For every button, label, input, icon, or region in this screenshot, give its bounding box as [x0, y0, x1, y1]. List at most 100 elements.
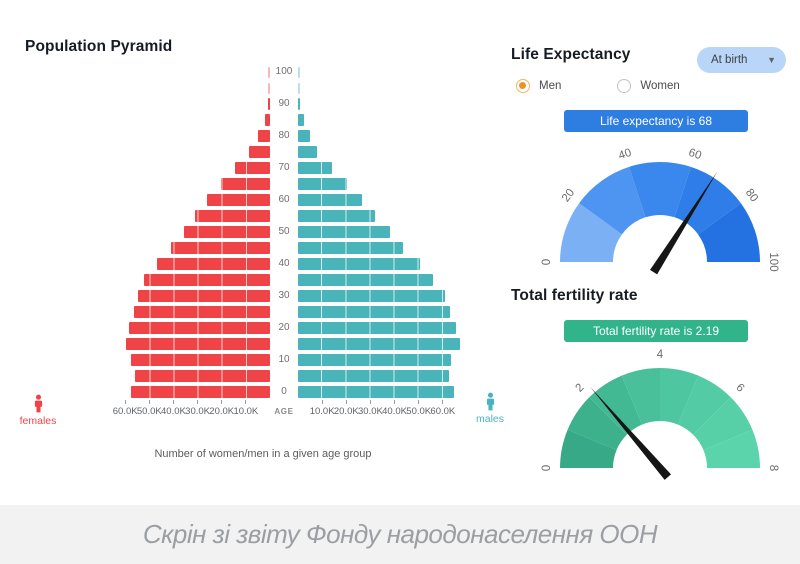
radio-men-label[interactable]: Men: [539, 80, 562, 92]
gauge-segment: [698, 203, 760, 262]
x-axis-ticks-left: [101, 400, 270, 405]
age-tick-label: 70: [278, 162, 290, 173]
gauge-tick-label: 60: [687, 147, 703, 162]
radio-women-circle[interactable]: [617, 79, 632, 93]
dropdown-selected-value: At birth: [711, 54, 748, 66]
pyramid-bar-male: [298, 145, 318, 159]
male-person-icon: [486, 392, 494, 411]
pyramid-bar-female: [144, 273, 270, 287]
x-axis-tick-label: 30.0K: [185, 406, 210, 417]
age-tick-label: 20: [278, 322, 290, 333]
radio-men-circle[interactable]: [516, 79, 530, 93]
gauge-segment: [560, 203, 622, 262]
pyramid-bar-female: [131, 353, 270, 367]
x-axis-tick-label: 50.0K: [136, 406, 162, 417]
pyramid-row: [101, 304, 467, 320]
pyramid-bar-female: [131, 385, 270, 399]
pyramid-row: [101, 368, 467, 384]
pyramid-row: [101, 208, 467, 224]
pyramid-bar-female: [171, 241, 270, 255]
pyramid-bar-female: [138, 289, 270, 303]
radio-men[interactable]: Men: [516, 79, 561, 93]
pyramid-bar-female: [134, 369, 270, 383]
pyramid-bar-male: [298, 177, 348, 191]
x-axis-tick-label: 60.0K: [430, 406, 456, 417]
pyramid-bar-male: [298, 321, 457, 335]
gauge-segment: [703, 429, 760, 468]
gauge-tick-label: 4: [657, 349, 664, 361]
pyramid-bar-male: [298, 289, 446, 303]
caption-strip: Скрін зі звіту Фонду народонаселення ООН: [0, 505, 800, 564]
radio-women-label[interactable]: Women: [640, 80, 680, 92]
pyramid-bar-male: [298, 337, 460, 351]
pyramid-bar-male: [298, 82, 300, 94]
pyramid-bar-female: [184, 225, 270, 239]
pyramid-bar-female: [235, 161, 270, 175]
age-axis-label: AGE: [274, 407, 294, 416]
pyramid-row: 70: [101, 160, 467, 176]
pyramid-bar-female: [156, 257, 270, 271]
radio-women[interactable]: Women: [617, 79, 680, 93]
age-tick-label: 90: [278, 98, 290, 109]
pyramid-row: 30: [101, 288, 467, 304]
pyramid-row: 20: [101, 320, 467, 336]
age-tick-label: 60: [278, 194, 290, 205]
x-axis-ticks-right: [298, 400, 467, 405]
fertility-gauge: 0 2 4 6 8: [541, 349, 779, 480]
life-expectancy-banner: Life expectancy is 68: [564, 110, 748, 132]
x-axis-tick-label: 40.0K: [161, 406, 186, 417]
pyramid-bar-female: [268, 66, 270, 78]
gauge-segment: [693, 397, 753, 451]
pyramid-bar-male: [298, 353, 452, 367]
pyramid-row: [101, 240, 467, 256]
pyramid-row: 60: [101, 192, 467, 208]
screenshot-caption: Скрін зі звіту Фонду народонаселення ООН: [142, 519, 658, 549]
age-tick-label: 50: [278, 226, 290, 237]
females-label: females: [19, 415, 57, 427]
gauge-segment: [629, 162, 691, 218]
pyramid-bar-male: [298, 66, 300, 78]
gauge-segment: [674, 166, 741, 235]
pyramid-bar-male: [298, 113, 304, 127]
gauge-segment: [579, 166, 646, 235]
pyramid-bar-female: [207, 193, 270, 207]
pyramid-bar-female: [249, 145, 270, 159]
gauge-segment: [677, 375, 731, 435]
pyramid-row: 40: [101, 256, 467, 272]
pyramid-row: [101, 176, 467, 192]
gauge-tick-label: 0: [541, 259, 553, 265]
pyramid-bar-male: [298, 385, 454, 399]
gauge-tick-label: 6: [733, 382, 746, 395]
gauge-segment: [589, 375, 643, 435]
gauge-needle: [650, 171, 718, 275]
x-axis-tick-label: 20.0K: [333, 406, 359, 417]
gauge-segment: [567, 397, 627, 451]
pyramid-title: Population Pyramid: [25, 38, 173, 55]
pyramid-bar-male: [298, 369, 449, 383]
age-tick-label: 80: [278, 130, 290, 141]
fertility-title: Total fertility rate: [511, 287, 638, 304]
pyramid-bar-female: [133, 305, 270, 319]
pyramid-bar-female: [220, 177, 270, 191]
gauge-tick-label: 0: [541, 465, 553, 471]
chevron-down-icon: ▼: [767, 55, 776, 65]
gauge-tick-label: 80: [743, 187, 760, 204]
pyramid-row: 50: [101, 224, 467, 240]
x-axis-tick-label: 30.0K: [358, 406, 383, 417]
gauge-segment: [621, 368, 660, 425]
x-axis-tick-label: 50.0K: [406, 406, 432, 417]
gauge-tick-label: 2: [574, 382, 587, 395]
at-birth-dropdown[interactable]: At birth ▼: [697, 47, 786, 73]
pyramid-bar-male: [298, 241, 404, 255]
x-axis-labels-left: 60.0K 50.0K 40.0K 30.0K 20.0K 10.0K: [101, 406, 270, 418]
pyramid-bar-female: [267, 97, 270, 111]
age-tick-label: 40: [278, 258, 290, 269]
pyramid-row: 0: [101, 384, 467, 400]
pyramid-row: 10: [101, 352, 467, 368]
pyramid-bar-male: [298, 257, 420, 271]
female-person-icon: [34, 394, 42, 413]
pyramid-bar-female: [265, 113, 270, 127]
pyramid-row: [101, 144, 467, 160]
gauge-needle: [590, 386, 672, 480]
